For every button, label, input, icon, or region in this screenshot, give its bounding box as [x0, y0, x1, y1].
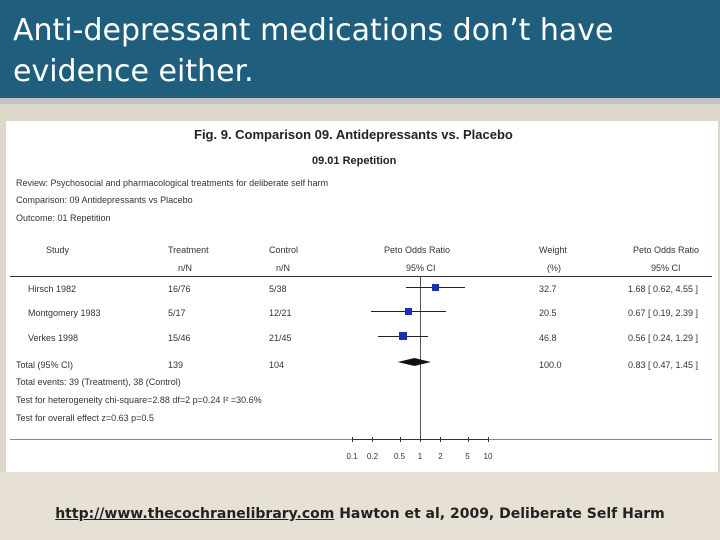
title-divider [0, 98, 720, 104]
header-peto: Peto Odds Ratio [384, 245, 451, 255]
treatment-count: 16/76 [168, 284, 191, 294]
study-name: Verkes 1998 [28, 333, 79, 343]
weight-value: 46.8 [539, 333, 557, 343]
effect-marker [398, 332, 407, 340]
header-control-unit: n/N [276, 263, 291, 273]
control-count: 12/21 [269, 308, 292, 318]
x-axis-tick-label: 2 [438, 452, 443, 461]
footer-bar [0, 472, 720, 540]
figure-subtitle: 09.01 Repetition [312, 155, 397, 167]
header-control: Control [269, 245, 299, 255]
study-name: Hirsch 1982 [28, 284, 77, 294]
header-study: Study [46, 245, 70, 255]
header-weight-unit: (%) [547, 263, 561, 273]
study-name: Montgomery 1983 [28, 308, 101, 318]
x-axis-tick [440, 437, 442, 442]
treatment-count: 15/46 [168, 333, 191, 343]
treatment-count: 5/17 [168, 308, 186, 318]
x-axis-tick-label: 1 [417, 452, 423, 461]
comparison-line: Comparison: 09 Antidepressants vs Placeb… [16, 195, 193, 205]
x-axis-tick [420, 437, 421, 442]
effect-marker [431, 283, 439, 291]
pooled-diamond [397, 358, 431, 366]
slide-title: Anti-depressant medications don’t have e… [13, 13, 614, 89]
effect-marker [404, 307, 412, 315]
header-peto-2-ci: 95% CI [651, 263, 681, 273]
review-line: Review: Psychosocial and pharmacological… [16, 178, 329, 188]
header-weight: Weight [539, 245, 567, 255]
weight-value: 20.5 [539, 308, 557, 318]
total-events-note: Total events: 39 (Treatment), 38 (Contro… [16, 377, 181, 387]
weight-value: 32.7 [539, 284, 557, 294]
x-axis-tick [399, 437, 401, 442]
pooled-diamond-shape [397, 358, 431, 366]
control-count: 5/38 [269, 284, 287, 294]
header-peto-2: Peto Odds Ratio [633, 245, 700, 255]
control-count: 21/45 [269, 333, 292, 343]
overall-effect-note: Test for overall effect z=0.63 p=0.5 [16, 413, 154, 423]
x-axis-tick-label: 10 [483, 452, 493, 461]
or-ci-value: 0.56 [ 0.24, 1.29 ] [628, 333, 699, 343]
header-treatment: Treatment [168, 245, 209, 255]
cochrane-link[interactable]: http://www.thecochranelibrary.com [55, 506, 335, 522]
total-control: 104 [269, 360, 285, 370]
x-axis-tick [467, 437, 469, 442]
footer-citation: http://www.thecochranelibrary.com Hawton… [0, 506, 720, 522]
header-rule [10, 276, 712, 277]
x-axis-tick-label: 0.2 [366, 452, 379, 461]
total-label: Total (95% CI) [16, 360, 74, 370]
forest-plot-figure: Fig. 9. Comparison 09. Antidepressants v… [6, 121, 718, 472]
total-or-ci: 0.83 [ 0.47, 1.45 ] [628, 360, 699, 370]
figure-title: Fig. 9. Comparison 09. Antidepressants v… [194, 127, 513, 142]
x-axis-tick-label: 5 [465, 452, 470, 461]
heterogeneity-note: Test for heterogeneity chi-square=2.88 d… [16, 395, 262, 405]
total-weight: 100.0 [539, 360, 562, 370]
total-treatment: 139 [168, 360, 184, 370]
or-ci-value: 1.68 [ 0.62, 4.55 ] [628, 284, 699, 294]
header-peto-ci: 95% CI [406, 263, 436, 273]
x-axis-tick [352, 437, 353, 442]
no-effect-line [420, 277, 421, 439]
x-axis-tick-label: 0.1 [346, 452, 358, 461]
outcome-line: Outcome: 01 Repetition [16, 213, 111, 223]
x-axis-tick [372, 437, 374, 442]
citation-text: Hawton et al, 2009, Deliberate Self Harm [334, 506, 665, 522]
title-bar: Anti-depressant medications don’t have e… [0, 0, 720, 98]
x-axis-tick [488, 437, 489, 442]
x-axis-tick-label: 0.5 [393, 452, 406, 461]
or-ci-value: 0.67 [ 0.19, 2.39 ] [628, 308, 699, 318]
header-treatment-unit: n/N [178, 263, 193, 273]
